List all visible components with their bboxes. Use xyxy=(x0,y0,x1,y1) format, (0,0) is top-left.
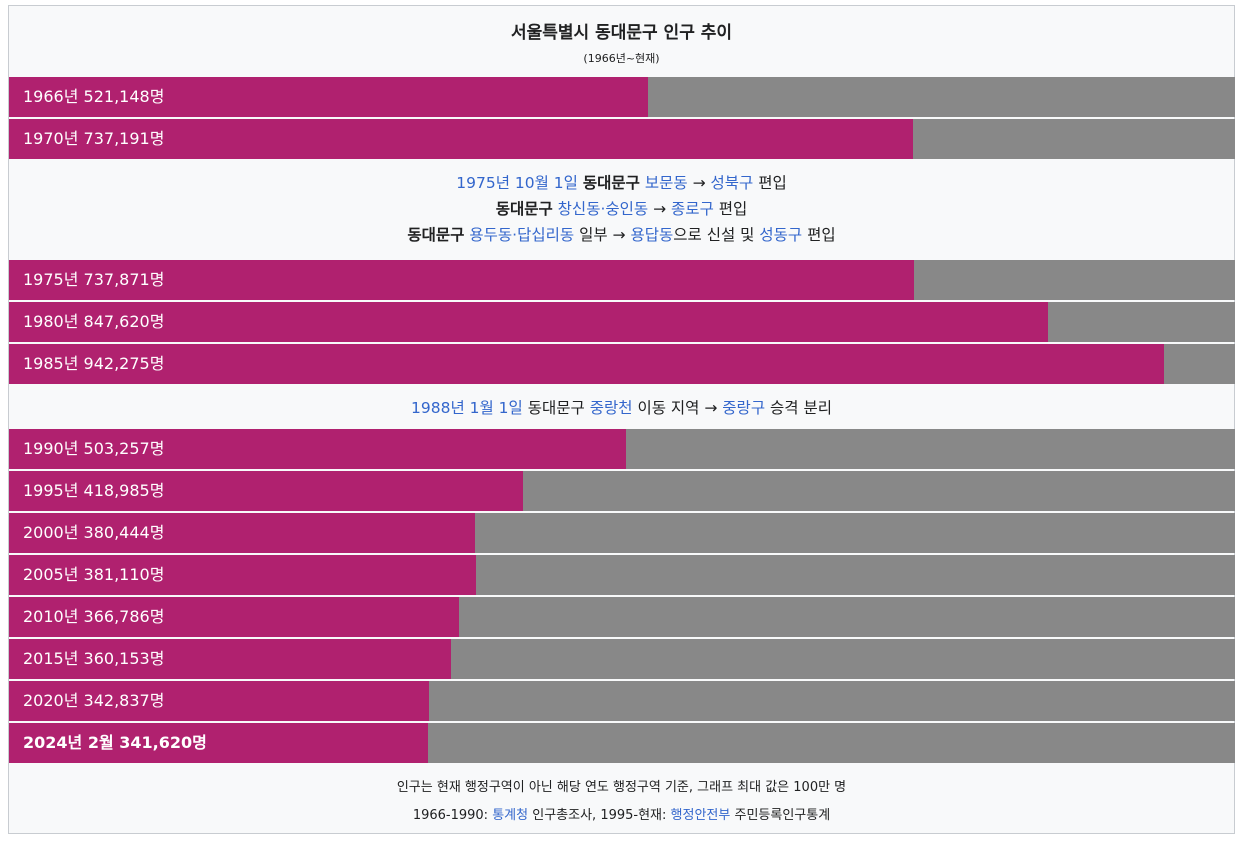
bar-row: 2020년 342,837명 xyxy=(9,681,1235,721)
note-1975-line3: 동대문구 용두동·답십리동 일부 → 용답동으로 신설 및 성동구 편입 xyxy=(9,222,1234,248)
bar xyxy=(9,429,626,469)
date-link[interactable]: 1988년 1월 1일 xyxy=(411,399,523,417)
arrow: → xyxy=(612,226,626,244)
bar-row: 1975년 737,871명 xyxy=(9,260,1235,300)
bar-label: 2015년 360,153명 xyxy=(23,649,165,668)
source-suffix: 주민등록인구통계 xyxy=(734,808,831,823)
arrow: → xyxy=(653,200,667,218)
bar xyxy=(9,639,451,679)
bar xyxy=(9,260,914,300)
bar-label: 1975년 737,871명 xyxy=(23,270,165,289)
bar-row: 1985년 942,275명 xyxy=(9,344,1235,384)
chart-title: 서울특별시 동대문구 인구 추이 xyxy=(510,23,733,43)
district-label: 동대문구 xyxy=(527,399,585,417)
bar-row: 1980년 847,620명 xyxy=(9,302,1235,342)
bar-label: 2010년 366,786명 xyxy=(23,607,165,626)
bar xyxy=(9,344,1164,384)
note-1975: 1975년 10월 1일 동대문구 보문동 → 성북구 편입 동대문구 창신동·… xyxy=(9,170,1234,248)
dong-link[interactable]: 창신동·숭인동 xyxy=(557,200,649,218)
footer: 인구는 현재 행정구역이 아닌 해당 연도 행정구역 기준, 그래프 최대 값은… xyxy=(9,774,1234,830)
part-text: 일부 xyxy=(579,226,608,244)
bar xyxy=(9,302,1048,342)
note-1975-line1: 1975년 10월 1일 동대문구 보문동 → 성북구 편입 xyxy=(9,170,1234,196)
mid-text: 으로 신설 및 xyxy=(673,226,755,244)
population-chart: 서울특별시 동대문구 인구 추이 (1966년~현재) 1966년 521,14… xyxy=(8,5,1235,834)
bar-row: 2010년 366,786명 xyxy=(9,597,1235,637)
arrow: → xyxy=(704,399,718,417)
bar-row: 2024년 2월 341,620명 xyxy=(9,723,1235,763)
bar-label: 2020년 342,837명 xyxy=(23,691,165,710)
dong-link[interactable]: 보문동 xyxy=(644,174,688,192)
district-label: 동대문구 xyxy=(407,226,465,244)
gu-link[interactable]: 성동구 xyxy=(759,226,803,244)
arrow: → xyxy=(692,174,706,192)
bar xyxy=(9,119,913,159)
source-mid: 인구총조사, 1995-현재: xyxy=(532,808,667,823)
bar-row: 1995년 418,985명 xyxy=(9,471,1235,511)
gu-link[interactable]: 중랑구 xyxy=(722,399,766,417)
bar xyxy=(9,681,429,721)
bar-row: 1970년 737,191명 xyxy=(9,119,1235,159)
bar xyxy=(9,513,475,553)
action-text: 승격 분리 xyxy=(770,399,832,417)
bar-label: 1970년 737,191명 xyxy=(23,129,165,148)
bar xyxy=(9,77,648,117)
bar-row: 1966년 521,148명 xyxy=(9,77,1235,117)
bar-row: 2000년 380,444명 xyxy=(9,513,1235,553)
bar xyxy=(9,471,523,511)
bar-label: 1995년 418,985명 xyxy=(23,481,165,500)
district-label: 동대문구 xyxy=(495,200,553,218)
bar-label: 1990년 503,257명 xyxy=(23,439,165,458)
source-prefix: 1966-1990: xyxy=(412,808,489,823)
gu-link[interactable]: 종로구 xyxy=(671,200,714,218)
bar xyxy=(9,597,459,637)
bar-label: 1966년 521,148명 xyxy=(23,87,165,106)
bar-row: 2015년 360,153명 xyxy=(9,639,1235,679)
note-1988: 1988년 1월 1일 동대문구 중랑천 이동 지역 → 중랑구 승격 분리 xyxy=(9,395,1234,421)
footer-note: 인구는 현재 행정구역이 아닌 해당 연도 행정구역 기준, 그래프 최대 값은… xyxy=(396,780,847,795)
footer-sources: 1966-1990: 통계청 인구총조사, 1995-현재: 행정안전부 주민등… xyxy=(9,802,1234,830)
bar-row: 1990년 503,257명 xyxy=(9,429,1235,469)
source-link-mois[interactable]: 행정안전부 xyxy=(670,808,731,823)
bar-label: 1985년 942,275명 xyxy=(23,354,165,373)
bar-label: 2000년 380,444명 xyxy=(23,523,165,542)
dong-link[interactable]: 용두동·답십리동 xyxy=(469,226,575,244)
desc-text: 이동 지역 xyxy=(637,399,700,417)
bar xyxy=(9,723,428,763)
date-link[interactable]: 1975년 10월 1일 xyxy=(456,174,578,192)
district-label: 동대문구 xyxy=(582,174,640,192)
dong-link[interactable]: 용답동 xyxy=(630,226,674,244)
action-text: 편입 xyxy=(758,174,787,192)
bar-row: 2005년 381,110명 xyxy=(9,555,1235,595)
action-text: 편입 xyxy=(807,226,836,244)
note-1975-line2: 동대문구 창신동·숭인동 → 종로구 편입 xyxy=(9,196,1234,222)
action-text: 편입 xyxy=(718,200,748,218)
bar-label: 2024년 2월 341,620명 xyxy=(23,733,207,752)
bar-label: 1980년 847,620명 xyxy=(23,312,165,331)
chart-subtitle: (1966년~현재) xyxy=(583,52,660,65)
source-link-kostat[interactable]: 통계청 xyxy=(492,808,529,823)
bar-label: 2005년 381,110명 xyxy=(23,565,165,584)
gu-link[interactable]: 성북구 xyxy=(710,174,754,192)
bar xyxy=(9,555,476,595)
stream-link[interactable]: 중랑천 xyxy=(589,399,633,417)
